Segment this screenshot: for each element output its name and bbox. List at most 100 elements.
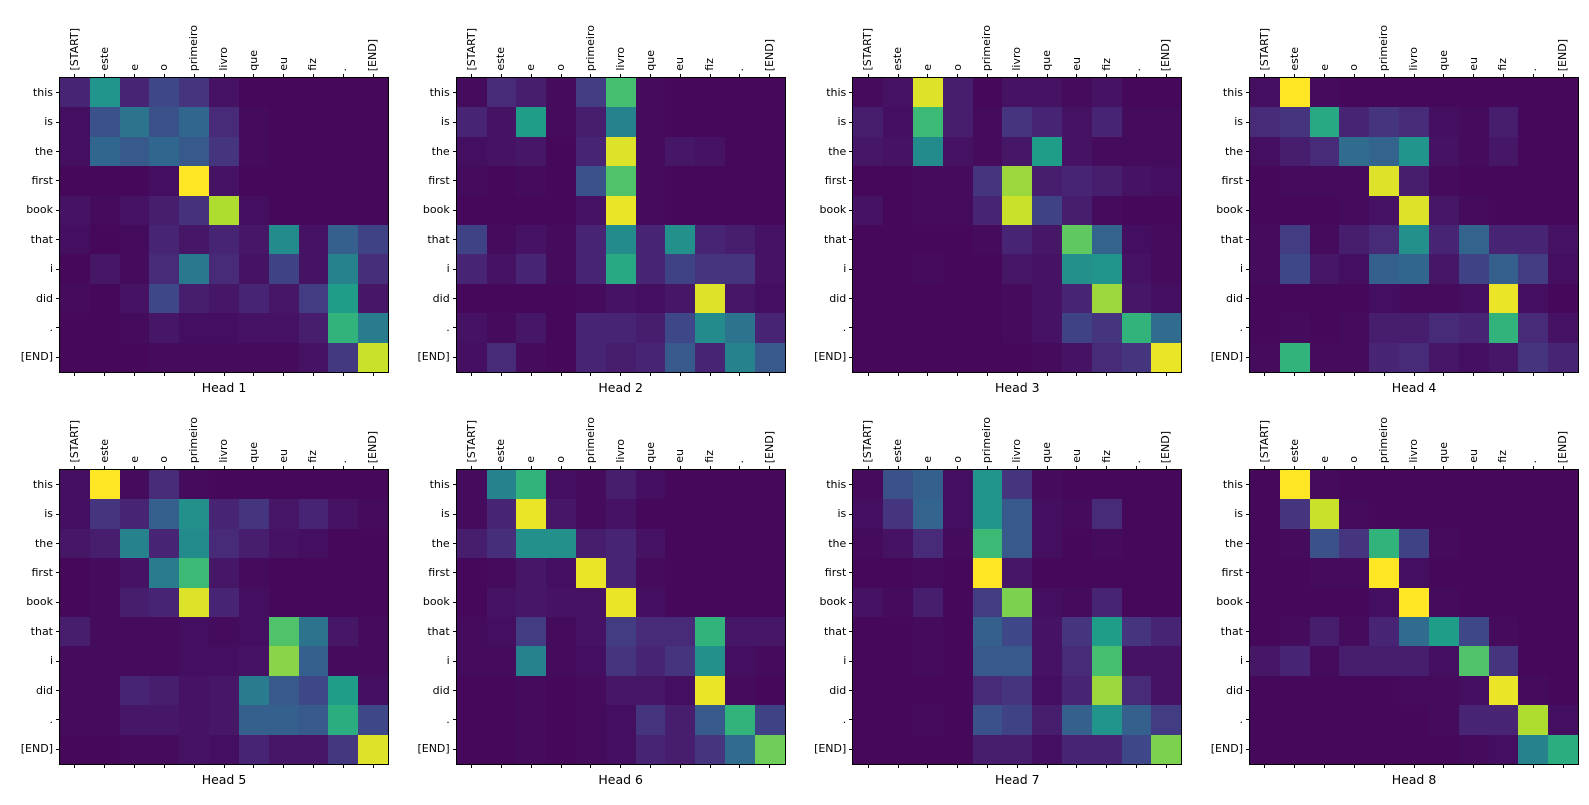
heatmap-cell — [1121, 254, 1152, 284]
y-tick-label: that — [1220, 624, 1243, 638]
heatmap-cell — [238, 734, 269, 764]
heatmap-cell — [149, 470, 180, 500]
heatmap-cell — [358, 166, 388, 196]
y-tick-label: [END] — [417, 350, 450, 364]
heatmap-cell — [695, 224, 726, 255]
heatmap-cell — [972, 499, 1003, 529]
heatmap-cell — [1032, 675, 1063, 706]
y-axis-tick — [849, 151, 854, 152]
x-tick-label: este — [1287, 47, 1301, 71]
heatmap-cell — [1488, 166, 1519, 196]
x-tick-label: primeiro — [980, 416, 994, 463]
subplot-title: Head 8 — [1391, 772, 1437, 787]
y-axis-tick — [849, 239, 854, 241]
heatmap-cell — [1250, 224, 1280, 255]
x-tick-label: [START] — [67, 28, 81, 71]
x-axis-tick — [1016, 372, 1018, 376]
x-tick-label: fiz — [703, 58, 717, 71]
y-tick-label: book — [422, 203, 450, 217]
y-axis-tick — [1246, 92, 1250, 94]
y-axis-tick — [56, 572, 60, 574]
x-axis-tick — [530, 764, 532, 768]
heatmap-cell — [1091, 705, 1122, 735]
heatmap-cell — [456, 646, 487, 676]
y-tick-label: i — [49, 654, 53, 668]
heatmap-cell — [238, 136, 269, 167]
heatmap-cell — [238, 616, 269, 647]
heatmap-cell — [1062, 587, 1092, 617]
heatmap-cell — [575, 470, 606, 500]
y-tick-label: book — [1216, 595, 1243, 609]
heatmap-cell — [912, 224, 943, 255]
heatmap-cell — [695, 558, 726, 588]
heatmap-cell — [575, 528, 606, 559]
y-tick-label: the — [828, 536, 847, 550]
x-tick-label: primeiro — [187, 416, 201, 463]
heatmap-cell — [635, 78, 666, 108]
y-tick-label: that — [427, 232, 450, 246]
x-axis-tick — [1562, 764, 1564, 768]
heatmap-cell — [1518, 616, 1549, 647]
heatmap-cell — [1032, 283, 1063, 314]
heatmap-cell — [486, 78, 517, 108]
y-axis-tick — [1246, 268, 1250, 270]
heatmap-cell — [179, 528, 210, 559]
heatmap-cell — [725, 675, 755, 706]
heatmap-cell — [60, 558, 90, 588]
heatmap-cell — [725, 616, 755, 647]
heatmap-cell — [883, 224, 913, 255]
y-axis-tick — [849, 92, 854, 94]
heatmap-cell — [546, 166, 576, 196]
heatmap-cell — [1062, 616, 1092, 647]
heatmap-cell — [268, 528, 299, 559]
x-tick-label: este — [891, 47, 905, 71]
x-tick-label: fiz — [703, 450, 717, 463]
x-axis-tick — [500, 466, 502, 470]
heatmap-cell — [1399, 528, 1429, 559]
heatmap-cell — [119, 107, 150, 137]
heatmap-cell — [575, 136, 606, 167]
heatmap-cell — [1032, 78, 1063, 108]
heatmap-cell — [179, 470, 210, 500]
y-axis-tick — [849, 327, 854, 329]
heatmap-grid — [852, 77, 1183, 373]
x-tick-label: . — [336, 459, 350, 464]
heatmap-cell — [1121, 616, 1152, 647]
x-axis-tick — [1106, 74, 1108, 78]
x-axis-tick — [253, 466, 255, 470]
heatmap-cell — [89, 470, 120, 500]
heatmap-cell — [60, 224, 90, 255]
heatmap-cell — [1548, 136, 1578, 167]
heatmap-cell — [1488, 705, 1519, 735]
heatmap-cell — [1488, 558, 1519, 588]
heatmap-cell — [635, 558, 666, 588]
heatmap-cell — [456, 616, 487, 647]
heatmap-cell — [575, 342, 606, 372]
y-axis-tick — [1246, 209, 1250, 211]
x-axis-tick — [1443, 466, 1445, 470]
heatmap-cell — [119, 558, 150, 588]
heatmap-cell — [1279, 675, 1310, 706]
heatmap-cell — [546, 734, 576, 764]
y-axis-tick — [452, 298, 457, 299]
heatmap-cell — [1062, 342, 1092, 372]
x-axis-tick — [312, 764, 314, 768]
x-axis-tick — [1473, 764, 1475, 768]
heatmap-cell — [486, 705, 517, 735]
heatmap-cell — [1458, 224, 1489, 255]
heatmap-cell — [1309, 224, 1340, 255]
heatmap-cell — [912, 470, 943, 500]
x-axis-tick — [867, 372, 869, 376]
heatmap-cell — [546, 499, 576, 529]
x-axis-tick — [560, 372, 562, 376]
heatmap-cell — [695, 107, 726, 137]
heatmap-cell — [1488, 470, 1519, 500]
x-axis-tick — [927, 372, 929, 376]
heatmap-cell — [1032, 107, 1063, 137]
heatmap-cell — [1309, 616, 1340, 647]
x-axis-tick — [74, 372, 76, 376]
x-axis-tick — [620, 466, 622, 470]
x-axis-tick — [1294, 764, 1296, 768]
x-axis-tick — [1046, 372, 1048, 376]
x-axis-tick — [927, 74, 929, 78]
